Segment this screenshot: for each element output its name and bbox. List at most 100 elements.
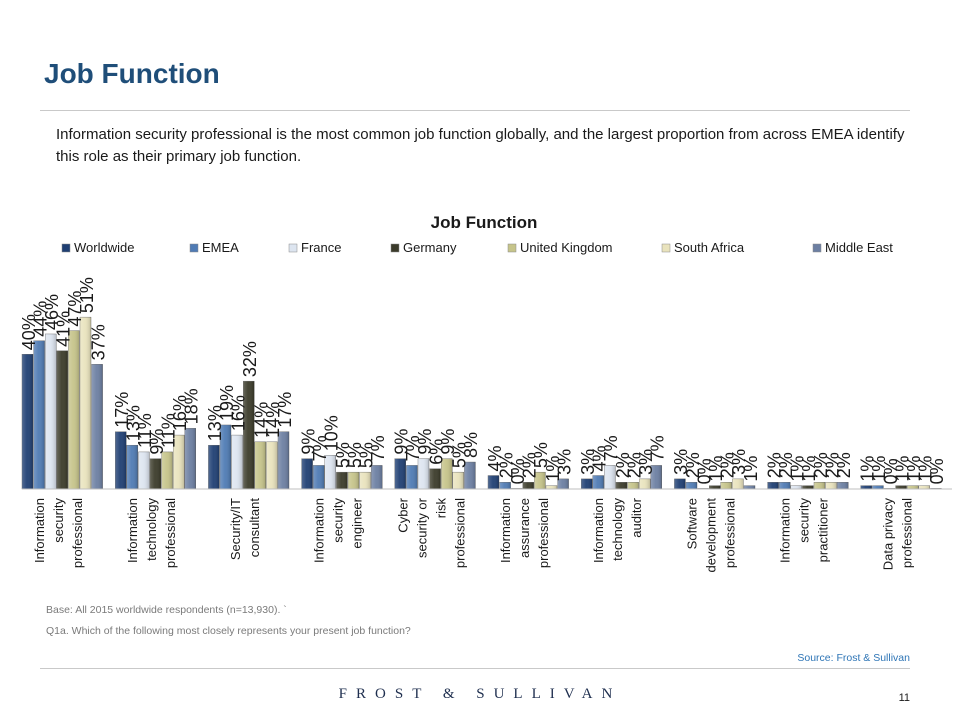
legend-swatch-1	[189, 243, 199, 253]
value-label-9-1: 1%	[869, 456, 889, 482]
value-label-9-2: 0%	[881, 458, 901, 484]
bar-shade-8-1	[779, 482, 791, 489]
value-label-3-4: 5%	[345, 442, 365, 468]
value-label-7-0: 3%	[671, 449, 691, 475]
value-label-4-3: 6%	[426, 439, 446, 465]
source-note: Source: Frost & Sullivan	[797, 652, 910, 664]
value-label-2-0: 13%	[205, 405, 225, 441]
bar-shade-2-4	[254, 441, 266, 489]
value-label-1-1: 13%	[124, 405, 144, 441]
bar-shade-2-5	[266, 441, 278, 489]
legend-swatch-0	[61, 243, 71, 253]
bar-shade-2-0	[208, 445, 220, 489]
category-label-line: development	[703, 498, 718, 573]
bar-shade-1-1	[126, 445, 138, 489]
bar-shade-2-1	[220, 424, 231, 489]
value-label-5-6: 3%	[554, 449, 574, 475]
bar-shade-4-1	[406, 465, 418, 489]
bar-shade-4-0	[394, 458, 406, 489]
value-label-5-1: 2%	[496, 452, 516, 478]
bar-shade-6-5	[639, 478, 651, 489]
bar-shade-8-4	[814, 482, 825, 489]
page-number: 11	[898, 692, 910, 704]
value-label-2-6: 17%	[275, 392, 295, 428]
bar-shade-2-3	[243, 381, 255, 489]
bar-shade-7-3	[709, 485, 721, 489]
value-label-6-6: 7%	[648, 435, 668, 461]
bar-shade-4-5	[452, 472, 464, 489]
value-label-9-0: 1%	[858, 456, 878, 482]
bar-shade-7-4	[720, 482, 732, 489]
bar-shade-5-0	[488, 475, 499, 489]
value-label-5-4: 5%	[531, 442, 551, 468]
chart-title: Job Function	[431, 213, 538, 232]
value-label-3-5: 5%	[356, 442, 376, 468]
intro-paragraph: Information security professional is the…	[56, 126, 905, 165]
footnotes: Base: All 2015 worldwide respondents (n=…	[46, 604, 411, 646]
value-label-3-3: 5%	[333, 442, 353, 468]
bar-shade-3-2	[324, 455, 336, 489]
value-label-5-2: 0%	[508, 458, 528, 484]
category-label-7: Software development professional	[684, 498, 737, 573]
bar-shade-6-4	[627, 482, 639, 489]
value-label-6-3: 2%	[613, 452, 633, 478]
value-label-9-5: 1%	[916, 456, 936, 482]
bar-shade-5-5	[546, 485, 557, 489]
value-label-9-6: 0%	[927, 458, 947, 484]
category-label-line: risk	[433, 498, 448, 519]
bar-shade-6-1	[592, 475, 604, 489]
bar-shade-7-5	[732, 478, 744, 489]
bar-shade-7-6	[744, 485, 755, 489]
category-label-2: Security/IT consultant	[228, 498, 262, 561]
bar-shade-4-2	[418, 458, 429, 489]
category-labels: Information security professional Informati…	[32, 497, 914, 572]
legend-label-4: United Kingdom	[520, 240, 613, 255]
value-label-4-6: 8%	[461, 432, 481, 458]
category-label-line: security or	[414, 497, 429, 558]
value-label-7-4: 2%	[718, 452, 738, 478]
value-label-7-2: 0%	[694, 458, 714, 484]
bar-shade-0-5	[80, 317, 91, 489]
value-label-0-6: 37%	[88, 324, 108, 360]
bar-shade-1-6	[184, 428, 196, 489]
legend-swatch-2	[288, 243, 298, 253]
value-label-1-3: 9%	[147, 429, 167, 455]
bar-shade-3-0	[301, 458, 313, 489]
value-label-0-4: 47%	[65, 291, 85, 327]
value-label-5-3: 2%	[520, 452, 540, 478]
bar-shade-6-0	[581, 478, 593, 489]
value-label-2-2: 16%	[228, 395, 248, 431]
value-label-3-2: 10%	[322, 415, 342, 451]
bar-shade-0-2	[45, 333, 57, 489]
value-label-8-4: 2%	[811, 452, 831, 478]
bar-shade-3-6	[371, 465, 383, 489]
category-label-line: Information	[778, 498, 793, 563]
bar-shade-3-4	[348, 472, 359, 489]
bar-shade-6-6	[650, 465, 662, 489]
bar-shade-9-3	[895, 485, 907, 489]
legend-label-6: Middle East	[825, 240, 893, 255]
category-label-line: security	[331, 498, 346, 543]
bar-shade-1-2	[138, 451, 150, 489]
value-label-5-5: 1%	[543, 456, 563, 482]
bar-shade-8-2	[790, 485, 802, 489]
value-label-9-3: 1%	[892, 456, 912, 482]
bar-shade-8-5	[825, 482, 837, 489]
bar-shade-3-5	[359, 472, 371, 489]
category-label-line: Software	[684, 498, 699, 549]
category-label-line: professional	[70, 498, 85, 568]
value-label-0-1: 44%	[30, 301, 50, 337]
question-note: Q1a. Which of the following most closely…	[46, 625, 411, 637]
legend-swatch-4	[507, 243, 517, 253]
value-label-8-3: 1%	[799, 456, 819, 482]
value-label-8-6: 2%	[834, 452, 854, 478]
bar-group	[21, 316, 942, 490]
value-label-5-0: 4%	[485, 446, 505, 472]
legend-label-3: Germany	[403, 240, 457, 255]
value-label-4-5: 5%	[450, 442, 470, 468]
bar-shade-2-6	[278, 431, 289, 489]
value-label-1-2: 11%	[135, 413, 155, 448]
category-label-line: Information	[312, 498, 327, 563]
job-function-chart: Job Function Worldwide EMEA France Germany U…	[19, 213, 952, 572]
value-label-7-6: 1%	[741, 456, 761, 482]
